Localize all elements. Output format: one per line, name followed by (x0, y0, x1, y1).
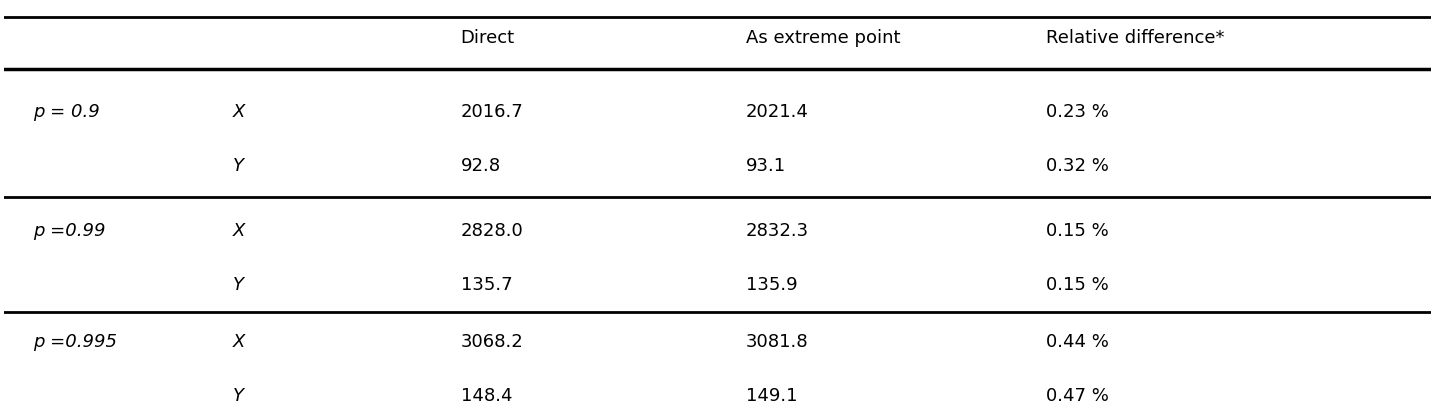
Text: Y: Y (232, 157, 244, 175)
Text: 2832.3: 2832.3 (746, 222, 809, 240)
Text: 0.44 %: 0.44 % (1046, 333, 1108, 351)
Text: p = 0.9: p = 0.9 (33, 103, 99, 121)
Text: 2016.7: 2016.7 (461, 103, 524, 121)
Text: X: X (232, 222, 245, 240)
Text: 0.47 %: 0.47 % (1046, 387, 1108, 405)
Text: X: X (232, 333, 245, 351)
Text: 93.1: 93.1 (746, 157, 786, 175)
Text: As extreme point: As extreme point (746, 29, 901, 47)
Text: p =0.995: p =0.995 (33, 333, 116, 351)
Text: Y: Y (232, 276, 244, 294)
Text: 3081.8: 3081.8 (746, 333, 809, 351)
Text: 148.4: 148.4 (461, 387, 512, 405)
Text: 2021.4: 2021.4 (746, 103, 809, 121)
Text: Relative difference*: Relative difference* (1046, 29, 1224, 47)
Text: Y: Y (232, 387, 244, 405)
Text: X: X (232, 103, 245, 121)
Text: 0.32 %: 0.32 % (1046, 157, 1108, 175)
Text: 92.8: 92.8 (461, 157, 501, 175)
Text: 135.7: 135.7 (461, 276, 512, 294)
Text: 3068.2: 3068.2 (461, 333, 524, 351)
Text: p =0.99: p =0.99 (33, 222, 105, 240)
Text: 0.15 %: 0.15 % (1046, 222, 1108, 240)
Text: 2828.0: 2828.0 (461, 222, 524, 240)
Text: Direct: Direct (461, 29, 515, 47)
Text: 135.9: 135.9 (746, 276, 798, 294)
Text: 149.1: 149.1 (746, 387, 798, 405)
Text: 0.23 %: 0.23 % (1046, 103, 1108, 121)
Text: 0.15 %: 0.15 % (1046, 276, 1108, 294)
